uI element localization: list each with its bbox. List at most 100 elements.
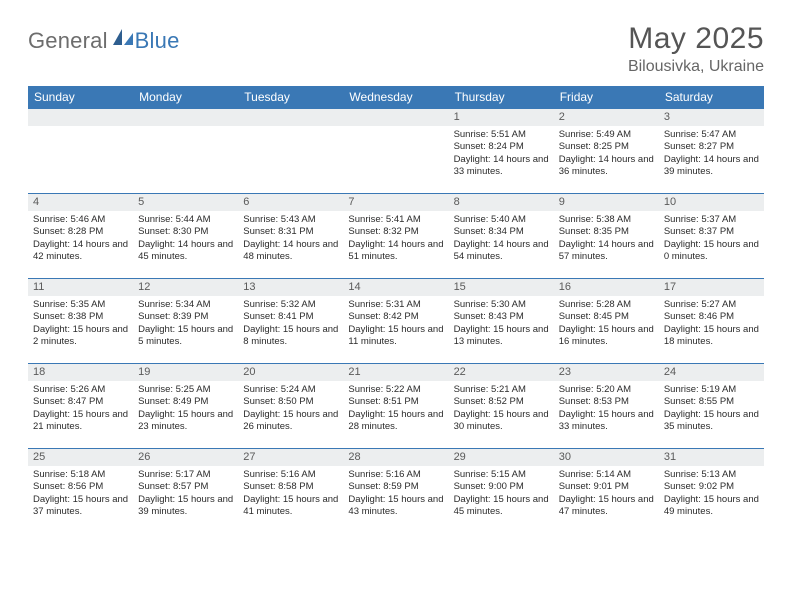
day-line: Daylight: 15 hours and 21 minutes. xyxy=(33,409,128,434)
day-line: Sunrise: 5:14 AM xyxy=(559,469,654,481)
day-cell: 11Sunrise: 5:35 AMSunset: 8:38 PMDayligh… xyxy=(28,279,133,363)
day-number: 5 xyxy=(133,194,238,211)
day-line: Sunset: 8:49 PM xyxy=(138,396,233,408)
day-line: Sunrise: 5:37 AM xyxy=(664,214,759,226)
day-line: Sunset: 8:35 PM xyxy=(559,226,654,238)
day-line: Sunset: 9:00 PM xyxy=(454,481,549,493)
day-line: Sunset: 8:41 PM xyxy=(243,311,338,323)
day-line: Sunrise: 5:28 AM xyxy=(559,299,654,311)
weekday-header: Tuesday xyxy=(238,86,343,109)
day-cell: 25Sunrise: 5:18 AMSunset: 8:56 PMDayligh… xyxy=(28,449,133,533)
day-line: Daylight: 14 hours and 51 minutes. xyxy=(348,239,443,264)
day-number: 7 xyxy=(343,194,448,211)
brand-logo: General Blue xyxy=(28,22,180,54)
day-number: 28 xyxy=(343,449,448,466)
week-row: 25Sunrise: 5:18 AMSunset: 8:56 PMDayligh… xyxy=(28,448,764,533)
day-number: 13 xyxy=(238,279,343,296)
day-cell: 23Sunrise: 5:20 AMSunset: 8:53 PMDayligh… xyxy=(554,364,659,448)
day-line: Sunset: 8:28 PM xyxy=(33,226,128,238)
day-number: 19 xyxy=(133,364,238,381)
month-title: May 2025 xyxy=(628,22,764,56)
day-cell: 5Sunrise: 5:44 AMSunset: 8:30 PMDaylight… xyxy=(133,194,238,278)
day-body: Sunrise: 5:38 AMSunset: 8:35 PMDaylight:… xyxy=(554,211,659,267)
day-line: Daylight: 15 hours and 26 minutes. xyxy=(243,409,338,434)
day-line: Daylight: 15 hours and 30 minutes. xyxy=(454,409,549,434)
day-line: Daylight: 15 hours and 16 minutes. xyxy=(559,324,654,349)
day-body: Sunrise: 5:22 AMSunset: 8:51 PMDaylight:… xyxy=(343,381,448,437)
day-line: Sunrise: 5:15 AM xyxy=(454,469,549,481)
day-number: 20 xyxy=(238,364,343,381)
day-line: Sunrise: 5:13 AM xyxy=(664,469,759,481)
day-line: Sunset: 8:39 PM xyxy=(138,311,233,323)
day-cell: 22Sunrise: 5:21 AMSunset: 8:52 PMDayligh… xyxy=(449,364,554,448)
day-line: Sunset: 9:01 PM xyxy=(559,481,654,493)
day-line: Sunrise: 5:30 AM xyxy=(454,299,549,311)
day-cell: 16Sunrise: 5:28 AMSunset: 8:45 PMDayligh… xyxy=(554,279,659,363)
day-number: 22 xyxy=(449,364,554,381)
week-row: 11Sunrise: 5:35 AMSunset: 8:38 PMDayligh… xyxy=(28,278,764,363)
day-number: 31 xyxy=(659,449,764,466)
day-number xyxy=(28,109,133,126)
day-cell: 19Sunrise: 5:25 AMSunset: 8:49 PMDayligh… xyxy=(133,364,238,448)
day-cell: 3Sunrise: 5:47 AMSunset: 8:27 PMDaylight… xyxy=(659,109,764,193)
day-line: Daylight: 15 hours and 23 minutes. xyxy=(138,409,233,434)
day-line: Sunset: 8:42 PM xyxy=(348,311,443,323)
day-line: Sunrise: 5:21 AM xyxy=(454,384,549,396)
day-line: Sunrise: 5:32 AM xyxy=(243,299,338,311)
day-line: Sunrise: 5:49 AM xyxy=(559,129,654,141)
location-label: Bilousivka, Ukraine xyxy=(628,58,764,76)
day-body: Sunrise: 5:25 AMSunset: 8:49 PMDaylight:… xyxy=(133,381,238,437)
day-line: Sunrise: 5:35 AM xyxy=(33,299,128,311)
day-cell: 31Sunrise: 5:13 AMSunset: 9:02 PMDayligh… xyxy=(659,449,764,533)
day-line: Sunset: 8:53 PM xyxy=(559,396,654,408)
day-cell: 12Sunrise: 5:34 AMSunset: 8:39 PMDayligh… xyxy=(133,279,238,363)
day-cell: 10Sunrise: 5:37 AMSunset: 8:37 PMDayligh… xyxy=(659,194,764,278)
day-body: Sunrise: 5:26 AMSunset: 8:47 PMDaylight:… xyxy=(28,381,133,437)
day-body xyxy=(343,126,448,133)
day-line: Sunset: 8:50 PM xyxy=(243,396,338,408)
day-body: Sunrise: 5:32 AMSunset: 8:41 PMDaylight:… xyxy=(238,296,343,352)
weekday-header: Monday xyxy=(133,86,238,109)
day-line: Sunset: 8:32 PM xyxy=(348,226,443,238)
day-line: Sunrise: 5:31 AM xyxy=(348,299,443,311)
day-line: Daylight: 14 hours and 48 minutes. xyxy=(243,239,338,264)
day-line: Sunrise: 5:22 AM xyxy=(348,384,443,396)
day-line: Daylight: 14 hours and 54 minutes. xyxy=(454,239,549,264)
day-body xyxy=(133,126,238,133)
calendar-grid: 1Sunrise: 5:51 AMSunset: 8:24 PMDaylight… xyxy=(28,109,764,533)
brand-part1: General xyxy=(28,28,108,54)
day-body: Sunrise: 5:49 AMSunset: 8:25 PMDaylight:… xyxy=(554,126,659,182)
day-cell: 30Sunrise: 5:14 AMSunset: 9:01 PMDayligh… xyxy=(554,449,659,533)
day-body: Sunrise: 5:19 AMSunset: 8:55 PMDaylight:… xyxy=(659,381,764,437)
day-cell: 24Sunrise: 5:19 AMSunset: 8:55 PMDayligh… xyxy=(659,364,764,448)
day-line: Sunset: 8:43 PM xyxy=(454,311,549,323)
day-line: Sunset: 9:02 PM xyxy=(664,481,759,493)
day-line: Sunrise: 5:51 AM xyxy=(454,129,549,141)
day-line: Sunset: 8:56 PM xyxy=(33,481,128,493)
day-body: Sunrise: 5:16 AMSunset: 8:58 PMDaylight:… xyxy=(238,466,343,522)
day-line: Daylight: 14 hours and 57 minutes. xyxy=(559,239,654,264)
day-line: Sunset: 8:24 PM xyxy=(454,141,549,153)
day-cell xyxy=(28,109,133,193)
day-number: 11 xyxy=(28,279,133,296)
day-line: Daylight: 15 hours and 33 minutes. xyxy=(559,409,654,434)
day-body: Sunrise: 5:35 AMSunset: 8:38 PMDaylight:… xyxy=(28,296,133,352)
day-number: 29 xyxy=(449,449,554,466)
day-line: Sunrise: 5:47 AM xyxy=(664,129,759,141)
day-body: Sunrise: 5:18 AMSunset: 8:56 PMDaylight:… xyxy=(28,466,133,522)
day-line: Sunset: 8:57 PM xyxy=(138,481,233,493)
day-number: 9 xyxy=(554,194,659,211)
day-number: 4 xyxy=(28,194,133,211)
day-number: 2 xyxy=(554,109,659,126)
day-line: Daylight: 15 hours and 39 minutes. xyxy=(138,494,233,519)
day-line: Sunset: 8:51 PM xyxy=(348,396,443,408)
day-line: Daylight: 15 hours and 2 minutes. xyxy=(33,324,128,349)
page-header: General Blue May 2025 Bilousivka, Ukrain… xyxy=(28,22,764,76)
day-line: Daylight: 15 hours and 13 minutes. xyxy=(454,324,549,349)
day-line: Sunrise: 5:44 AM xyxy=(138,214,233,226)
day-cell: 29Sunrise: 5:15 AMSunset: 9:00 PMDayligh… xyxy=(449,449,554,533)
day-line: Sunrise: 5:24 AM xyxy=(243,384,338,396)
day-body: Sunrise: 5:24 AMSunset: 8:50 PMDaylight:… xyxy=(238,381,343,437)
day-line: Daylight: 15 hours and 28 minutes. xyxy=(348,409,443,434)
day-cell: 9Sunrise: 5:38 AMSunset: 8:35 PMDaylight… xyxy=(554,194,659,278)
